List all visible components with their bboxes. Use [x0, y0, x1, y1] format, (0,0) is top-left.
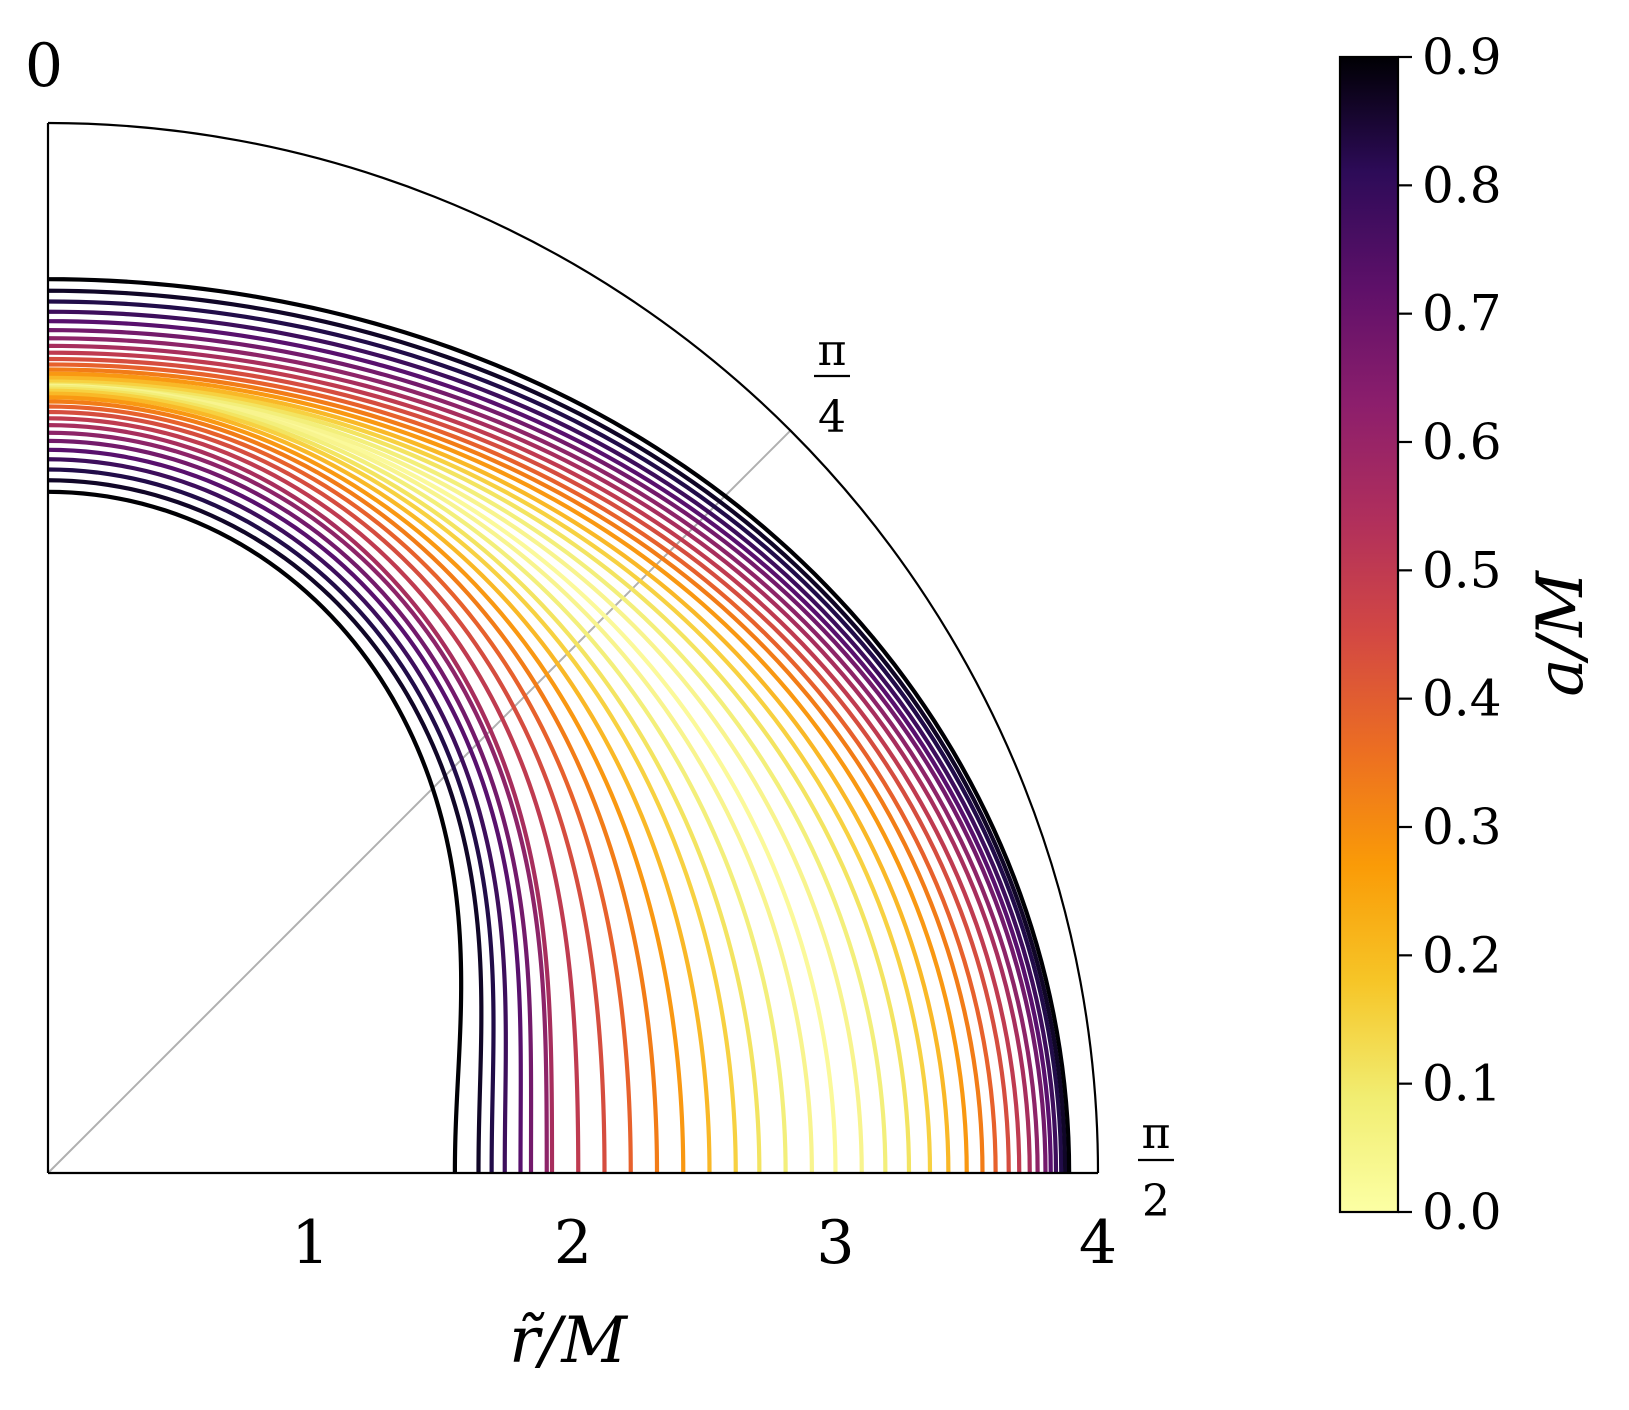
inner-curve-a-0p5: [47, 416, 581, 1174]
colorbar-tick-label-0.0: 0.0: [1422, 1183, 1502, 1241]
outer-curve-a-0p7: [47, 319, 1053, 1174]
colorbar: 0.0 0.1 0.2 0.3 0.4 0.5 0.6 0.7 0.8 0.9 a/M: [1338, 28, 1598, 1241]
outer-boundary-arc: [47, 121, 1100, 1174]
outer-curve-a-0p1: [47, 382, 888, 1174]
theta-tick-pi-over-4: π 4: [814, 325, 850, 443]
inner-curve-a-0p75: [47, 457, 508, 1174]
inner-curve-a-0p2: [47, 388, 738, 1174]
theta-tick-pi-over-2: π 2: [1138, 1108, 1174, 1227]
colorbar-tick-label-0.9: 0.9: [1422, 28, 1502, 86]
colorbar-tick-label-0.1: 0.1: [1422, 1055, 1502, 1113]
colorbar-label: a/M: [1524, 570, 1598, 697]
r-tick-label-1: 1: [291, 1208, 329, 1278]
r-tick-label-4: 4: [1079, 1208, 1117, 1278]
theta-tick-pi4-denominator: 4: [818, 392, 846, 443]
r-tick-label-3: 3: [816, 1208, 854, 1278]
outer-curve-a-0p35: [47, 367, 985, 1174]
outer-curve-a-0p4: [47, 362, 998, 1174]
theta-gridline-pi-over-4: [47, 429, 792, 1174]
inner-curve-a-0p45: [47, 409, 607, 1174]
inner-curve-a-0p4: [47, 404, 633, 1174]
outer-curve-a-0p25: [47, 375, 951, 1174]
inner-curve-a-0p3: [47, 395, 686, 1174]
inner-curve-a-0p25: [47, 391, 712, 1174]
outer-curve-a-0p65: [47, 328, 1048, 1174]
outer-curve-a-0p75: [47, 309, 1059, 1174]
colorbar-tick-label-0.3: 0.3: [1422, 798, 1502, 856]
inner-curve-a-0p35: [47, 399, 660, 1174]
outer-curve-a-0p15: [47, 380, 912, 1174]
theta-tick-0: 0: [25, 31, 63, 101]
inner-curve-a-0p65: [47, 438, 534, 1173]
inner-curve-a-0p9: [47, 489, 464, 1174]
theta-tick-pi2-numerator: π: [1142, 1108, 1171, 1159]
outer-curve-a-0p45: [47, 356, 1011, 1174]
r-tick-labels: 1 2 3 4: [291, 1208, 1117, 1278]
inner-curve-a-0p15: [47, 386, 762, 1174]
theta-tick-pi2-denominator: 2: [1142, 1176, 1170, 1227]
colorbar-tick-label-0.5: 0.5: [1422, 541, 1502, 599]
r-tick-label-2: 2: [554, 1208, 592, 1278]
inner-curve-a-0p55: [47, 423, 555, 1173]
outer-curve-a-0p2: [47, 378, 933, 1174]
curve-group: [47, 277, 1072, 1174]
colorbar-tick-label-0.4: 0.4: [1422, 670, 1502, 728]
colorbar-ticks: 0.0 0.1 0.2 0.3 0.4 0.5 0.6 0.7 0.8 0.9: [1398, 28, 1502, 1241]
colorbar-tick-label-0.2: 0.2: [1422, 926, 1502, 984]
colorbar-tick-label-0.8: 0.8: [1422, 156, 1502, 214]
outer-curve-a-0p3: [47, 371, 969, 1174]
outer-curve-a-0p5: [47, 350, 1022, 1174]
inner-curve-a-0p7: [47, 447, 523, 1173]
inner-curve-a-0p8: [47, 467, 496, 1174]
colorbar-tick-label-0.6: 0.6: [1422, 413, 1502, 471]
colorbar-tick-label-0.7: 0.7: [1422, 285, 1502, 343]
outer-curve-a-0p6: [47, 336, 1040, 1174]
colorbar-gradient: [1338, 55, 1400, 1214]
outer-curve-a-0p8: [47, 299, 1064, 1174]
outer-curve-a-0p85: [47, 288, 1068, 1174]
inner-curve-a-0p1: [47, 384, 788, 1174]
x-axis-label: r̃/M: [509, 1304, 628, 1378]
polar-plot: 0 π 4 π 2 1 2 3 4 r̃/M: [25, 31, 1174, 1378]
inner-curve-a-0p6: [47, 430, 549, 1173]
outer-curve-a-0p55: [47, 343, 1032, 1174]
outer-curve-a-0p05: [47, 383, 864, 1174]
theta-tick-pi4-numerator: π: [818, 325, 847, 376]
inner-curve-a-0p85: [47, 478, 484, 1174]
inner-curve-a-0p05: [47, 383, 814, 1174]
outer-curve-a-0p9: [47, 277, 1072, 1174]
